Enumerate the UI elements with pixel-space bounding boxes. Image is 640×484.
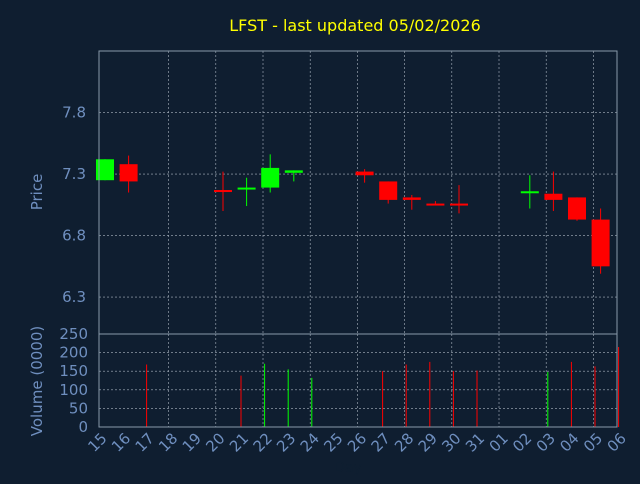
x-tick-label: 21 [226,429,252,455]
day-axis-label: Day [334,460,362,476]
x-tick-label: 05 [580,429,606,455]
candle-body [402,197,421,200]
x-tick-label: 16 [108,429,134,455]
candle-body [96,159,114,181]
candle-body [426,203,445,206]
x-tick-label: 30 [438,429,464,455]
x-tick-label: 04 [556,429,582,455]
volume-tick-label: 50 [69,399,88,417]
x-tick-label: 20 [202,429,228,455]
price-tick-label: 6.8 [62,227,86,245]
volume-frame [98,333,618,428]
price-tick-label: 6.3 [62,288,86,306]
price-frame [98,50,618,335]
x-tick-label: 24 [297,429,323,455]
candle-body [284,170,303,173]
price-axis-label: Price [28,174,46,211]
volume-tick-label: 0 [78,418,88,436]
x-tick-label: 28 [391,429,417,455]
x-tick-label: 29 [415,429,441,455]
volume-tick-label: 200 [59,344,88,362]
candle-body [544,193,563,200]
candle-body [214,190,232,193]
x-tick-label: 23 [273,429,299,455]
x-tick-label: 18 [155,429,181,455]
x-tick-label: 06 [604,429,630,455]
x-tick-label: 15 [84,429,110,455]
price-panel: 7.8 7.3 6.8 6.3 [62,50,618,335]
candle-body [261,167,280,188]
volume-tick-label: 250 [59,325,88,343]
x-tick-label: 31 [462,429,488,455]
candle-body [450,203,468,206]
x-tick-label: 02 [509,429,535,455]
volume-tick-label: 150 [59,362,88,380]
x-tick-label: 01 [486,429,512,455]
candle-body [119,164,138,182]
x-tick-label: 27 [368,429,394,455]
x-tick-label: 25 [320,429,346,455]
price-tick-label: 7.8 [62,104,86,122]
candle-body [237,187,256,190]
candle-body [520,191,539,194]
candle-body [568,197,586,220]
volume-tick-label: 100 [59,381,88,399]
x-axis-ticks: 1516171819202122232425262728293031010203… [84,429,629,455]
x-tick-label: 17 [132,429,158,455]
x-tick-label: 22 [250,429,276,455]
candle-body [379,181,398,200]
volume-axis-label: Volume (0000) [28,326,46,436]
x-tick-label: 03 [533,429,559,455]
chart-title: LFST - last updated 05/02/2026 [229,16,481,35]
x-tick-label: 19 [179,429,205,455]
candle-body [591,219,610,267]
price-tick-label: 7.3 [62,165,86,183]
candle-body [355,171,374,176]
x-tick-label: 26 [344,429,370,455]
